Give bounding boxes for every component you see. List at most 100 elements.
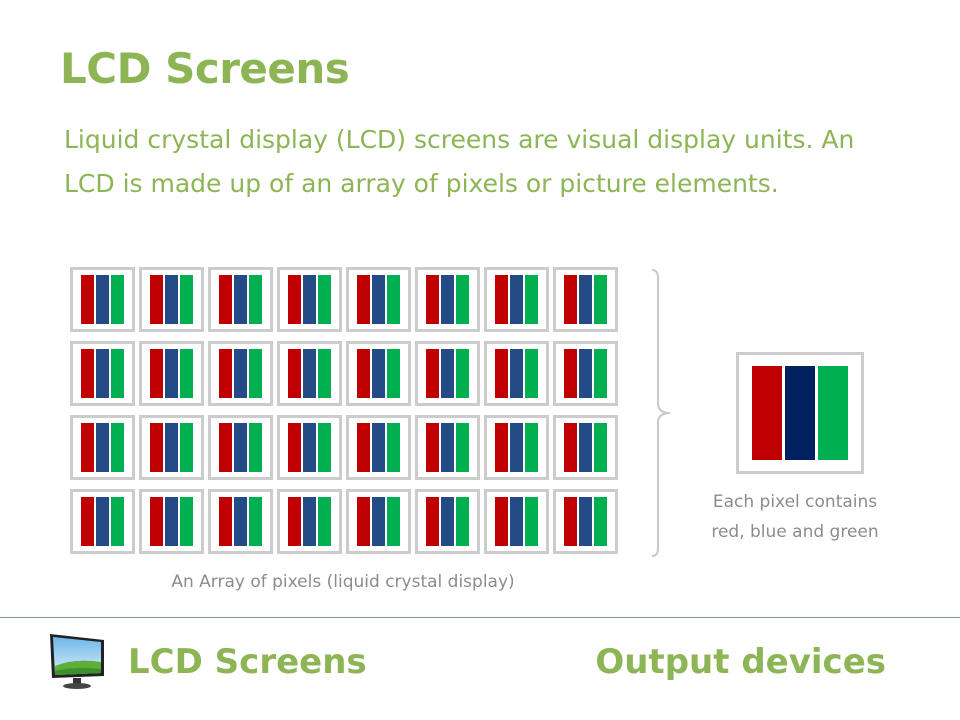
red-subpixel [564, 497, 577, 546]
array-caption: An Array of pixels (liquid crystal displ… [171, 572, 515, 592]
red-subpixel [219, 423, 232, 472]
green-subpixel [111, 423, 124, 472]
blue-subpixel [372, 423, 385, 472]
red-subpixel [495, 275, 508, 324]
blue-subpixel [165, 349, 178, 398]
green-subpixel [180, 349, 193, 398]
blue-subpixel [372, 497, 385, 546]
red-subpixel [150, 275, 163, 324]
blue-subpixel [372, 349, 385, 398]
green-subpixel [456, 497, 469, 546]
red-subpixel [81, 497, 94, 546]
brace-icon [651, 269, 671, 557]
pixel-cell [139, 267, 204, 332]
green-subpixel [318, 423, 331, 472]
pixel-cell [208, 489, 273, 554]
blue-subpixel [372, 275, 385, 324]
blue-subpixel [303, 275, 316, 324]
red-subpixel [81, 423, 94, 472]
green-subpixel [249, 423, 262, 472]
single-pixel-enlarged [736, 352, 864, 474]
blue-subpixel [165, 275, 178, 324]
red-subpixel [426, 275, 439, 324]
pixel-cell [484, 341, 549, 406]
pixel-cell [415, 341, 480, 406]
red-subpixel [564, 275, 577, 324]
pixel-cell [484, 415, 549, 480]
blue-subpixel [303, 423, 316, 472]
footer-title: LCD Screens [128, 642, 367, 682]
green-subpixel [456, 349, 469, 398]
blue-subpixel [441, 497, 454, 546]
blue-subpixel [96, 275, 109, 324]
green-subpixel [594, 275, 607, 324]
pixel-cell [70, 489, 135, 554]
pixel-cell [415, 415, 480, 480]
blue-subpixel [96, 349, 109, 398]
pixel-caption-line1: Each pixel contains [712, 492, 878, 512]
red-subpixel [426, 497, 439, 546]
red-subpixel [426, 423, 439, 472]
green-subpixel [318, 497, 331, 546]
green-subpixel [456, 275, 469, 324]
pixel-cell [553, 415, 618, 480]
red-subpixel [81, 275, 94, 324]
blue-subpixel [96, 423, 109, 472]
red-subpixel [564, 423, 577, 472]
blue-subpixel [510, 349, 523, 398]
pixel-cell [70, 341, 135, 406]
pixel-cell [70, 415, 135, 480]
pixel-cell [277, 489, 342, 554]
pixel-cell [346, 267, 411, 332]
green-subpixel [180, 275, 193, 324]
pixel-cell [70, 267, 135, 332]
red-subpixel [495, 497, 508, 546]
blue-subpixel [303, 349, 316, 398]
green-subpixel [525, 275, 538, 324]
green-subpixel [180, 497, 193, 546]
pixel-cell [553, 267, 618, 332]
red-subpixel [288, 349, 301, 398]
pixel-cell [139, 489, 204, 554]
blue-subpixel [234, 497, 247, 546]
slide-title: LCD Screens [60, 44, 350, 93]
blue-subpixel [234, 275, 247, 324]
red-subpixel [219, 275, 232, 324]
pixel-cell [139, 341, 204, 406]
blue-subpixel [441, 423, 454, 472]
footer-divider [0, 617, 960, 618]
blue-subpixel [96, 497, 109, 546]
green-subpixel [387, 275, 400, 324]
blue-subpixel [579, 497, 592, 546]
blue-subpixel [510, 423, 523, 472]
green-subpixel [249, 275, 262, 324]
red-subpixel [752, 366, 782, 460]
green-subpixel [525, 497, 538, 546]
blue-subpixel [441, 349, 454, 398]
pixel-cell [346, 489, 411, 554]
red-subpixel [495, 349, 508, 398]
green-subpixel [249, 497, 262, 546]
green-subpixel [456, 423, 469, 472]
pixel-array [70, 267, 618, 554]
blue-subpixel [579, 423, 592, 472]
pixel-cell [553, 489, 618, 554]
blue-subpixel [234, 423, 247, 472]
red-subpixel [150, 497, 163, 546]
red-subpixel [357, 349, 370, 398]
pixel-cell [484, 489, 549, 554]
green-subpixel [525, 423, 538, 472]
blue-subpixel [303, 497, 316, 546]
green-subpixel [111, 497, 124, 546]
red-subpixel [357, 275, 370, 324]
blue-subpixel [510, 497, 523, 546]
green-subpixel [318, 275, 331, 324]
pixel-cell [346, 415, 411, 480]
blue-subpixel [785, 366, 815, 460]
green-subpixel [111, 275, 124, 324]
footer-section-label: Output devices [595, 642, 886, 682]
pixel-cell [277, 267, 342, 332]
green-subpixel [318, 349, 331, 398]
red-subpixel [288, 275, 301, 324]
blue-subpixel [234, 349, 247, 398]
